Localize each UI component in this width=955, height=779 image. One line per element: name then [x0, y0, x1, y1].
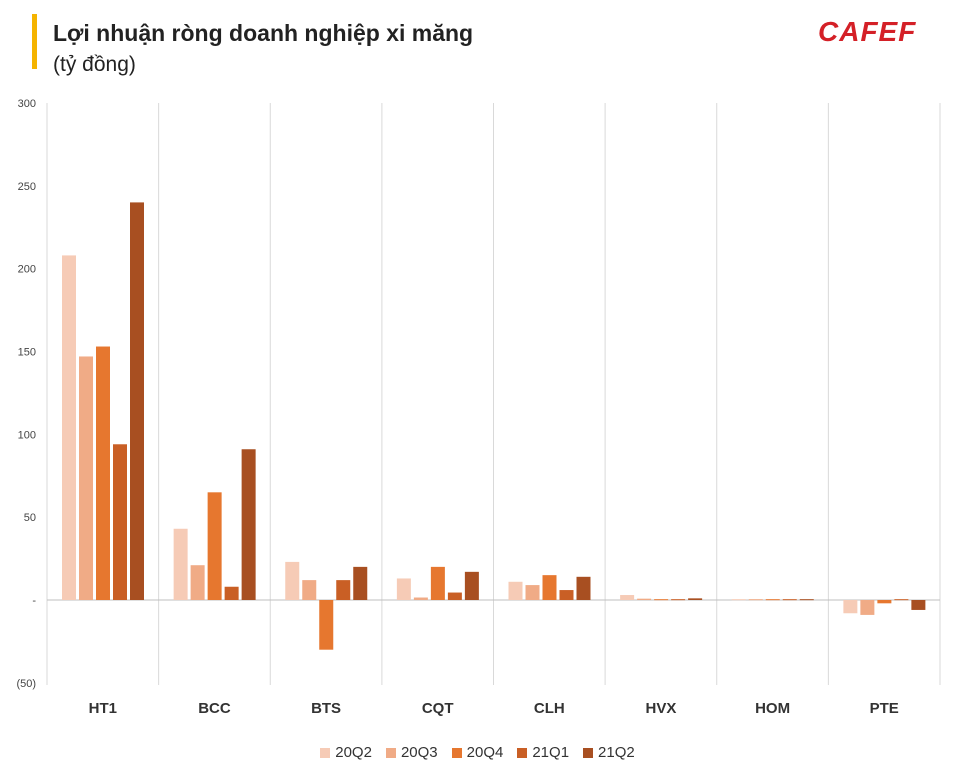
bar-HVX-20Q4 [654, 599, 669, 601]
category-label: PTE [870, 700, 899, 717]
y-tick-label: - [32, 595, 36, 607]
bar-HT1-21Q1 [113, 444, 127, 600]
bar-HVX-20Q3 [637, 598, 652, 600]
y-tick-label: (50) [16, 678, 36, 690]
legend-label: 20Q3 [400, 744, 438, 761]
cafef-logo: CAFEF [818, 16, 916, 46]
svg-text:CAFEF: CAFEF [818, 16, 916, 46]
title-accent-bar [32, 14, 37, 69]
bar-BCC-20Q3 [190, 565, 205, 600]
bar-HOM-21Q2 [799, 599, 814, 601]
legend-item: 20Q4 [451, 744, 504, 761]
bar-CLH-20Q3 [525, 585, 540, 600]
bar-HVX-21Q1 [671, 599, 686, 601]
bar-chart: (50) - 50 100 150 200 250 300 HT1 BCC BTS CQT CLH HVX… [16, 98, 941, 717]
category-label: HVX [646, 700, 677, 717]
bar-PTE-20Q3 [860, 600, 875, 615]
bar-CQT-20Q3 [413, 597, 428, 600]
bar-BCC-20Q4 [207, 492, 222, 600]
bar-BTS-20Q3 [302, 580, 317, 600]
bar-HVX-20Q2 [620, 595, 635, 600]
y-tick-label: 200 [18, 264, 36, 276]
bar-CQT-21Q1 [447, 592, 462, 600]
y-tick-label: 300 [18, 98, 36, 110]
chart-legend: 20Q2 20Q3 20Q4 21Q1 21Q2 [0, 744, 955, 761]
bar-HVX-21Q2 [688, 598, 703, 600]
bar-CLH-21Q2 [576, 576, 591, 600]
y-tick-label: 150 [18, 347, 36, 359]
category-label: CQT [422, 700, 454, 717]
bar-PTE-21Q2 [911, 600, 926, 610]
bar-HT1-20Q2 [62, 255, 76, 600]
bar-HT1-21Q2 [130, 202, 144, 600]
legend-item: 21Q2 [583, 744, 635, 761]
legend-item: 20Q3 [385, 744, 438, 761]
bar-BTS-21Q1 [336, 580, 351, 600]
legend-swatch [320, 747, 331, 758]
bar-CQT-21Q2 [464, 571, 479, 600]
bar-CLH-20Q4 [542, 575, 557, 600]
legend-swatch [451, 747, 462, 758]
legend-swatch [517, 747, 528, 758]
bar-CLH-20Q2 [508, 581, 523, 600]
bar-BTS-20Q2 [285, 561, 300, 600]
legend-label: 20Q2 [335, 744, 372, 761]
category-label: BCC [198, 700, 231, 717]
bar-BTS-21Q2 [353, 566, 368, 600]
bar-PTE-21Q1 [894, 599, 909, 601]
bar-BCC-20Q2 [173, 528, 188, 600]
bar-HOM-20Q2 [731, 599, 746, 601]
legend-label: 21Q1 [532, 744, 570, 761]
bar-CQT-20Q4 [430, 566, 445, 600]
category-label: HT1 [89, 700, 117, 717]
bar-HOM-20Q4 [765, 599, 780, 601]
bar-PTE-20Q2 [843, 600, 858, 614]
y-tick-label: 250 [18, 181, 36, 193]
category-label: CLH [534, 700, 565, 717]
category-label: HOM [755, 700, 790, 717]
bar-BTS-20Q4 [319, 600, 334, 650]
chart-title: Lợi nhuận ròng doanh nghiệp xi măng [53, 20, 474, 46]
bar-BCC-21Q1 [224, 586, 239, 600]
chart-subtitle: (tỷ đồng) [53, 53, 136, 76]
bar-HT1-20Q3 [79, 356, 93, 600]
legend-label: 21Q2 [598, 744, 635, 761]
legend-item: 20Q2 [320, 744, 372, 761]
bar-HT1-20Q4 [96, 346, 110, 600]
legend-swatch [385, 747, 396, 758]
category-label: BTS [311, 700, 341, 717]
bar-CLH-21Q1 [559, 590, 574, 600]
y-tick-label: 100 [18, 429, 36, 441]
bar-HOM-20Q3 [748, 599, 763, 601]
bar-HOM-21Q1 [782, 599, 797, 601]
legend-item: 21Q1 [517, 744, 569, 761]
bar-PTE-20Q4 [877, 600, 892, 604]
legend-label: 20Q4 [466, 744, 504, 761]
legend-swatch [583, 747, 594, 758]
bar-BCC-21Q2 [241, 449, 256, 600]
y-tick-label: 50 [24, 512, 36, 524]
bar-CQT-20Q2 [396, 578, 411, 600]
